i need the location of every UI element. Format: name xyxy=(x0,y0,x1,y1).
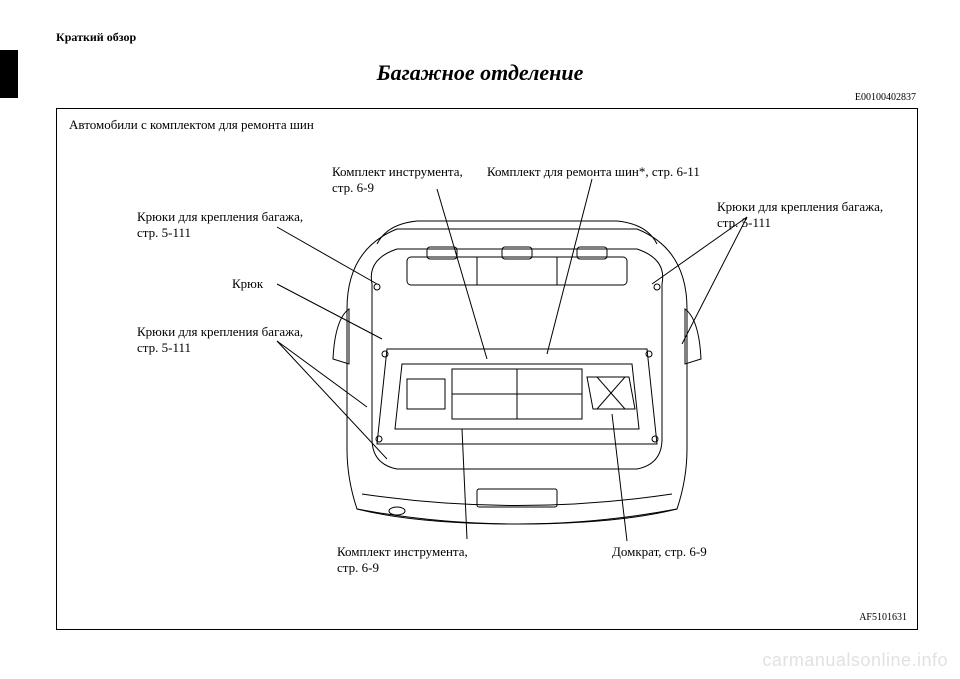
label-line: стр. 5-111 xyxy=(137,340,191,355)
label-line: Комплект инструмента, xyxy=(337,544,468,559)
label-tool-kit-bottom: Комплект инструмента, стр. 6-9 xyxy=(337,544,468,577)
label-line: Комплект инструмента, xyxy=(332,164,463,179)
page-title: Багажное отделение xyxy=(0,60,960,86)
label-jack: Домкрат, стр. 6-9 xyxy=(612,544,707,560)
label-repair-kit: Комплект для ремонта шин*, стр. 6-11 xyxy=(487,164,700,180)
diagram-frame: Автомобили с комплектом для ремонта шин xyxy=(56,108,918,630)
label-line: стр. 5-111 xyxy=(137,225,191,240)
watermark: carmanualsonline.info xyxy=(762,650,948,671)
doc-code-bottom: AF5101631 xyxy=(859,612,907,623)
label-hooks-topleft: Крюки для крепления багажа, стр. 5-111 xyxy=(137,209,303,242)
diagram-svg xyxy=(57,109,917,629)
running-header: Краткий обзор xyxy=(56,30,136,45)
label-line: Крюки для крепления багажа, xyxy=(137,209,303,224)
label-line: Крюки для крепления багажа, xyxy=(137,324,303,339)
label-hooks-topright: Крюки для крепления багажа, стр. 5-111 xyxy=(717,199,883,232)
label-line: стр. 6-9 xyxy=(332,180,374,195)
label-line: стр. 5-111 xyxy=(717,215,771,230)
label-line: Крюки для крепления багажа, xyxy=(717,199,883,214)
label-line: стр. 6-9 xyxy=(337,560,379,575)
doc-code-top: E00100402837 xyxy=(855,92,916,103)
label-hook-single: Крюк xyxy=(232,276,263,292)
label-tool-kit-top: Комплект инструмента, стр. 6-9 xyxy=(332,164,463,197)
label-hooks-bottomleft: Крюки для крепления багажа, стр. 5-111 xyxy=(137,324,303,357)
page: Краткий обзор Багажное отделение E001004… xyxy=(0,0,960,679)
